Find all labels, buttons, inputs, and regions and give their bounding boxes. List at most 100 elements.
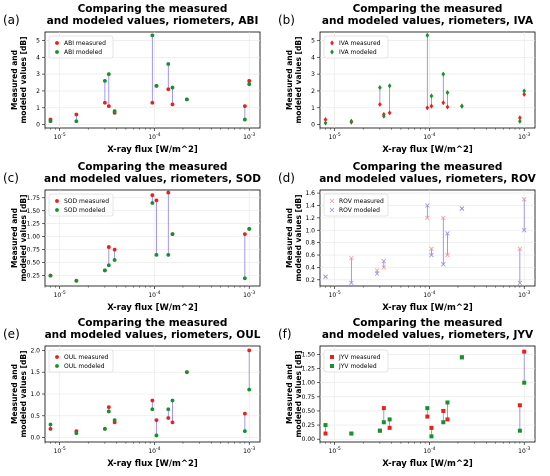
measured-point (170, 420, 175, 425)
modeled-point (459, 355, 464, 360)
modeled-point (102, 427, 107, 431)
x-stroke (349, 280, 354, 286)
modeled-point (170, 398, 175, 403)
modeled-point (445, 400, 450, 405)
x-axis-label: X-ray flux [W/m^2] (107, 145, 198, 155)
x-tick-label: 10-3 (518, 290, 530, 299)
y-tick-label: 5 (36, 37, 40, 44)
x-stroke (441, 215, 446, 221)
y-tick-label: 1 (311, 105, 315, 112)
y-axis-label: Measured and (10, 364, 19, 424)
measured-point (323, 116, 328, 123)
x-tick-label: 10-5 (54, 132, 66, 141)
measured-point (381, 406, 386, 411)
x-stroke (445, 231, 450, 236)
measured-point (441, 215, 446, 221)
chart-title-line: and modeled values, riometers, ROV (319, 173, 536, 185)
y-axis-label: Measured and (10, 208, 19, 268)
measured-point (48, 427, 53, 431)
legend: JYV measured JYV modeled (323, 349, 389, 373)
modeled-point (154, 433, 159, 438)
measured-point (425, 414, 430, 419)
x-stroke (521, 227, 527, 233)
y-tick-label: 0.00 (302, 436, 316, 443)
x-axis-label: X-ray flux [W/m^2] (107, 459, 198, 469)
y-tick-label: 0.2 (305, 277, 315, 284)
y-tick-label: 1.50 (27, 208, 41, 215)
modeled-point (518, 118, 522, 124)
modeled-point (517, 280, 523, 286)
y-tick-label: 0.50 (27, 260, 41, 267)
legend-modeled-label: ROV modeled (339, 207, 380, 214)
modeled-point (425, 32, 430, 38)
x-tick-label: 10-5 (54, 290, 66, 299)
legend-modeled-label: IVA modeled (339, 49, 377, 56)
modeled-point (323, 423, 328, 428)
y-tick-label: 0.25 (302, 422, 316, 429)
y-tick-label: 4 (311, 54, 315, 61)
measured-point (166, 87, 171, 92)
legend-modeled-marker (330, 364, 334, 368)
y-axis-label: Measured and (10, 50, 19, 110)
modeled-point (459, 206, 465, 211)
y-tick-label: 1.25 (27, 221, 41, 228)
measured-point (150, 100, 155, 105)
legend-measured-marker (55, 199, 59, 203)
legend-modeled-label: SOD modeled (64, 207, 105, 214)
legend-modeled-marker (330, 49, 334, 55)
legend: OUL measured OUL modeled (48, 349, 114, 373)
chart-title-line: and modeled values, riometers, JYV (322, 329, 534, 341)
modeled-point (445, 90, 450, 96)
modeled-point (378, 84, 382, 91)
x-tick-label: 10-3 (243, 446, 255, 455)
modeled-point (429, 434, 434, 439)
measured-point (166, 416, 171, 420)
y-tick-label: 0.5 (30, 413, 40, 420)
x-stroke (374, 271, 380, 276)
modeled-point (349, 280, 354, 286)
legend-measured-label: JYV measured (338, 354, 381, 361)
y-tick-label: 0.25 (27, 273, 41, 280)
x-stroke (429, 246, 434, 252)
measured-point (166, 190, 171, 195)
measured-point (247, 78, 252, 83)
x-stroke (425, 203, 430, 208)
measured-point (247, 348, 252, 353)
panel-label: (d) (278, 171, 295, 185)
modeled-point (522, 88, 527, 94)
chart-title-line: Comparing the measured (78, 317, 228, 329)
y-tick-label: 5 (311, 37, 315, 44)
measured-point (518, 115, 522, 121)
legend-modeled-label: OUL modeled (64, 363, 105, 370)
modeled-point (184, 370, 189, 375)
modeled-point (150, 33, 155, 38)
measured-point (170, 102, 175, 107)
modeled-point (106, 72, 111, 77)
modeled-point (381, 258, 387, 264)
modeled-point (150, 407, 155, 412)
x-stroke (323, 274, 328, 279)
measured-point (102, 100, 107, 105)
measured-point (387, 425, 392, 430)
modeled-point (112, 418, 117, 423)
measured-point (441, 100, 446, 106)
y-tick-label: 1 (36, 105, 40, 112)
x-tick-label: 10-4 (423, 132, 435, 141)
legend-modeled-marker (55, 364, 59, 368)
modeled-point (349, 431, 354, 436)
x-stroke (429, 252, 434, 258)
measured-point (445, 417, 450, 422)
measured-point (387, 110, 392, 116)
measured-point (517, 403, 522, 408)
modeled-point (247, 227, 252, 231)
y-axis-label: modeled values [dB] (19, 36, 28, 123)
x-tick-label: 10-3 (518, 132, 530, 141)
measured-point (429, 425, 434, 430)
y-tick-label: 2.0 (30, 347, 40, 354)
legend-box (48, 35, 114, 59)
